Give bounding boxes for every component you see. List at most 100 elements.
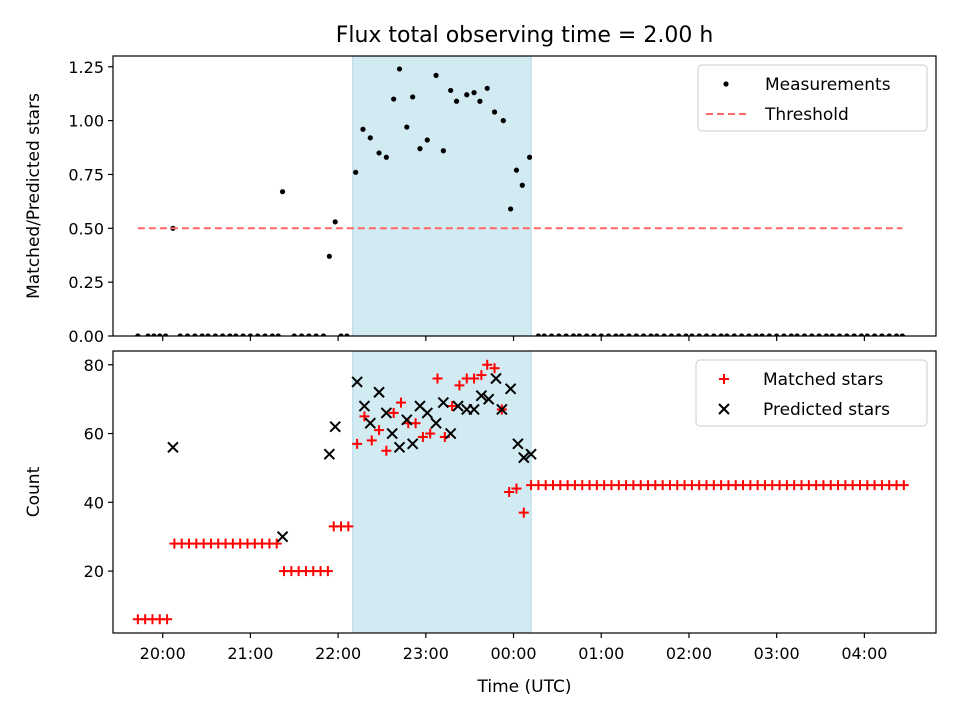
matched-star-marker [469, 373, 480, 384]
measurement-point [816, 333, 822, 336]
x-tick-label: 03:00 [754, 644, 800, 663]
measurement-point [899, 333, 905, 336]
x-stroke-2 [167, 441, 179, 453]
matched-star-marker [432, 373, 443, 384]
predicted-star-marker [490, 372, 502, 385]
x-tick-label: 02:00 [666, 644, 712, 663]
measurement-point [724, 333, 730, 336]
measurement-point [151, 333, 157, 336]
x-stroke-2 [504, 383, 517, 395]
plot-area [132, 359, 909, 625]
predicted-star-marker [406, 438, 419, 450]
legend-box [697, 64, 928, 132]
measurement-point [619, 333, 625, 336]
measurement-point [227, 333, 233, 336]
measurement-point [879, 333, 885, 336]
y-axis-label: Count [24, 466, 44, 517]
x-stroke-2 [276, 531, 289, 543]
measurement-point [135, 333, 141, 336]
measurement-point [448, 87, 454, 94]
figure-title: Flux total observing time = 2.00 h [336, 23, 714, 48]
measurement-point [298, 333, 305, 336]
predicted-star-marker [380, 407, 393, 419]
legend-measurement-handle [723, 81, 729, 87]
x-stroke-2 [401, 414, 413, 426]
measurement-point [858, 333, 865, 336]
x-stroke-2 [406, 438, 419, 450]
measurement-point [205, 333, 211, 336]
measurement-point [424, 137, 430, 143]
x-stroke-2 [718, 403, 730, 415]
measurement-point [269, 333, 275, 336]
matched-star-marker [343, 521, 354, 532]
x-stroke-2 [512, 438, 524, 450]
predicted-star-marker [167, 441, 179, 453]
matched-star-marker [476, 370, 487, 381]
y-axis-label: Matched/Predicted stars [24, 93, 44, 299]
measurement-point [291, 333, 297, 336]
x-stroke-2 [329, 420, 341, 433]
measurement-point [353, 169, 359, 175]
matched-star-marker [374, 425, 385, 436]
measurement-point [360, 126, 366, 132]
matched-star-marker [454, 380, 465, 391]
x-stroke-2 [386, 427, 398, 440]
measurement-point [541, 333, 547, 336]
measurement-point [220, 333, 226, 336]
measurement-point [591, 333, 597, 336]
measurement-point [527, 154, 533, 160]
measurement-point [893, 333, 900, 336]
series-measurements [135, 66, 905, 336]
measurement-point [199, 333, 205, 336]
measurement-point [809, 333, 815, 336]
x-stroke-2 [364, 417, 376, 429]
measurement-point [320, 333, 327, 336]
measurement-point [376, 150, 382, 156]
predicted-star-marker [358, 400, 371, 412]
measurement-point [683, 333, 689, 336]
matched-star-marker [359, 411, 370, 422]
measurement-point [696, 333, 702, 336]
x-axis-label: Time (UTC) [477, 677, 572, 697]
measurement-point [535, 333, 541, 336]
series-predicted-stars [167, 372, 537, 543]
measurement-point [471, 90, 477, 96]
x-stroke-2 [482, 393, 495, 405]
measurement-point [157, 333, 163, 336]
measurement-point [262, 333, 268, 336]
matched-star-marker [410, 418, 421, 429]
predicted-star-marker [421, 407, 433, 419]
measurement-point [417, 146, 423, 152]
measurement-point [661, 333, 667, 336]
x-stroke-2 [380, 407, 393, 419]
measurement-point [633, 333, 639, 336]
measurement-point [484, 85, 490, 91]
matched-star-marker [504, 487, 515, 497]
matched-star-marker [271, 538, 282, 549]
measurement-point [145, 333, 151, 336]
measurement-point [703, 333, 710, 336]
measurement-point [233, 333, 239, 336]
y-tick-label: 0.00 [68, 327, 104, 346]
matched-star-marker [366, 435, 377, 446]
x-stroke-2 [525, 448, 537, 460]
measurement-point [453, 98, 460, 104]
measurement-point [367, 135, 373, 141]
measurement-point [689, 333, 695, 336]
matched-star-marker [898, 480, 909, 491]
predicted-star-marker [393, 441, 406, 453]
x-tick-label: 23:00 [403, 644, 449, 663]
matched-star-marker [381, 445, 392, 456]
x-stroke-2 [490, 372, 502, 385]
measurement-point [240, 333, 246, 336]
measurement-point [759, 333, 765, 336]
measurement-point [306, 333, 312, 336]
y-tick-label: 60 [84, 425, 104, 444]
measurement-point [570, 333, 577, 336]
plot-area [135, 66, 905, 336]
matched-star-marker [322, 566, 333, 577]
measurement-point [212, 333, 218, 336]
predicted-star-marker [444, 427, 457, 440]
measurement-point [396, 66, 403, 72]
measurement-point [654, 333, 660, 336]
